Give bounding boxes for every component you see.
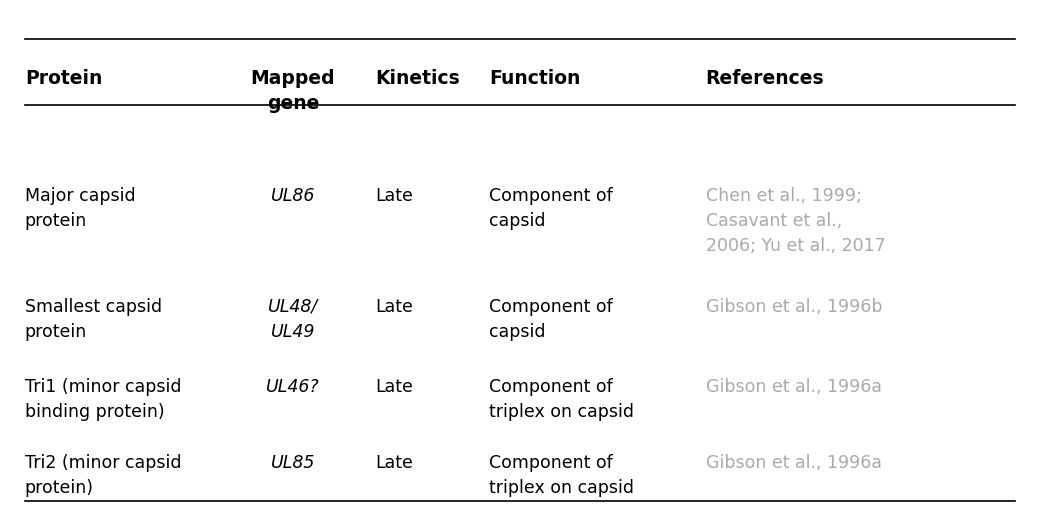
Text: Late: Late xyxy=(375,187,414,205)
Text: Protein: Protein xyxy=(25,70,102,89)
Text: Component of
capsid: Component of capsid xyxy=(489,187,613,230)
Text: UL86: UL86 xyxy=(270,187,315,205)
Text: References: References xyxy=(706,70,825,89)
Text: Chen et al., 1999;
Casavant et al.,
2006; Yu et al., 2017: Chen et al., 1999; Casavant et al., 2006… xyxy=(706,187,885,255)
Text: Gibson et al., 1996a: Gibson et al., 1996a xyxy=(706,454,882,472)
Text: Component of
capsid: Component of capsid xyxy=(489,298,613,341)
Text: Late: Late xyxy=(375,378,414,396)
Text: Late: Late xyxy=(375,298,414,316)
Text: Gibson et al., 1996b: Gibson et al., 1996b xyxy=(706,298,882,316)
Text: UL46?: UL46? xyxy=(266,378,320,396)
Text: Kinetics: Kinetics xyxy=(375,70,461,89)
Text: Tri1 (minor capsid
binding protein): Tri1 (minor capsid binding protein) xyxy=(25,378,181,421)
Text: Component of
triplex on capsid: Component of triplex on capsid xyxy=(489,378,634,421)
Text: Gibson et al., 1996a: Gibson et al., 1996a xyxy=(706,378,882,396)
Text: Major capsid
protein: Major capsid protein xyxy=(25,187,135,230)
Text: Mapped
gene: Mapped gene xyxy=(251,70,335,114)
Text: Function: Function xyxy=(489,70,580,89)
Text: Late: Late xyxy=(375,454,414,472)
Text: Tri2 (minor capsid
protein): Tri2 (minor capsid protein) xyxy=(25,454,181,497)
Text: UL48/
UL49: UL48/ UL49 xyxy=(268,298,318,341)
Text: UL85: UL85 xyxy=(270,454,315,472)
Text: Smallest capsid
protein: Smallest capsid protein xyxy=(25,298,162,341)
Text: Component of
triplex on capsid: Component of triplex on capsid xyxy=(489,454,634,497)
